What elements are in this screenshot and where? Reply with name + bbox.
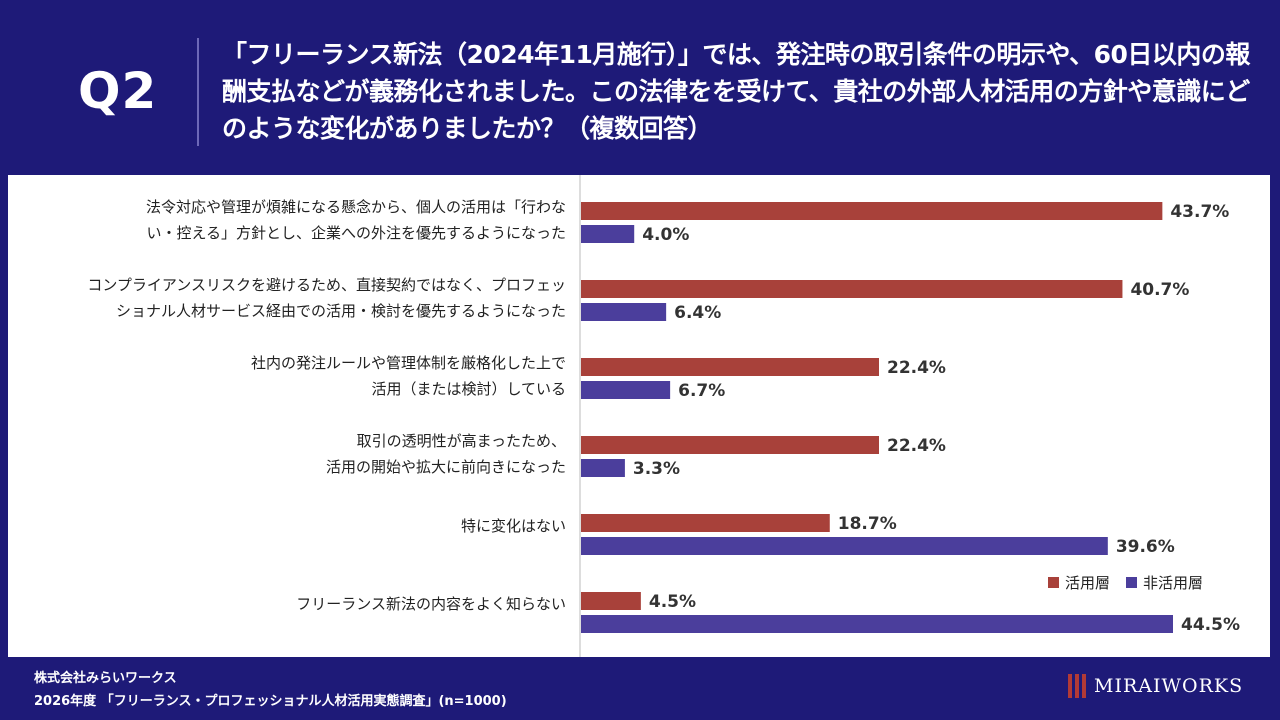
footer-company: 株式会社みらいワークス xyxy=(34,671,177,686)
data-label-series-1: 40.7% xyxy=(1130,280,1189,300)
bar-series-2 xyxy=(581,615,1173,633)
category-label: ショナル人材サービス経由での活用・検討を優先するようになった xyxy=(116,302,566,320)
data-label-series-1: 18.7% xyxy=(838,514,897,534)
bar-series-2 xyxy=(581,225,635,243)
data-label-series-1: 4.5% xyxy=(649,592,696,612)
data-label-series-1: 43.7% xyxy=(1170,202,1229,222)
legend-swatch-series-1 xyxy=(1048,577,1059,588)
category-label: 活用（または検討）している xyxy=(371,380,566,398)
question-text: 「フリーランス新法（2024年11月施行）」では、発注時の取引条件の明示や、60… xyxy=(222,40,1250,143)
data-label-series-2: 3.3% xyxy=(633,459,680,479)
category-label: 取引の透明性が高まったため、 xyxy=(357,432,566,450)
category-label: 社内の発注ルールや管理体制を厳格化した上で xyxy=(251,354,566,372)
category-label: 法令対応や管理が煩雑になる懸念から、個人の活用は「行わな xyxy=(146,198,566,216)
chart-panel: 法令対応や管理が煩雑になる懸念から、個人の活用は「行わな い・控える」方針とし、企… xyxy=(8,175,1270,657)
header-divider xyxy=(197,38,199,146)
data-label-series-2: 4.0% xyxy=(642,225,689,245)
logo-text: MIRAIWORKS xyxy=(1094,675,1244,697)
category-label: い・控える」方針とし、企業への外注を優先するようになった xyxy=(146,224,566,242)
question-number: Q2 xyxy=(78,62,158,120)
category-label: コンプライアンスリスクを避けるため、直接契約ではなく、プロフェッ xyxy=(87,276,566,294)
legend-item-series-1: 活用層 xyxy=(1048,572,1110,593)
bar-series-1 xyxy=(581,202,1163,220)
bar-series-1 xyxy=(581,436,879,454)
legend-item-series-2: 非活用層 xyxy=(1126,572,1203,593)
data-label-series-1: 22.4% xyxy=(887,358,946,378)
company-logo: MIRAIWORKS xyxy=(1068,674,1243,698)
bar-series-1 xyxy=(581,358,879,376)
data-label-series-2: 6.4% xyxy=(674,303,721,323)
category-label: フリーランス新法の内容をよく知らない xyxy=(296,595,566,613)
bar-series-1 xyxy=(581,514,830,532)
bar-chart: 法令対応や管理が煩雑になる懸念から、個人の活用は「行わない・控える」方針とし、企… xyxy=(87,175,1240,657)
legend-label-series-2: 非活用層 xyxy=(1143,574,1204,592)
data-label-series-2: 39.6% xyxy=(1116,537,1175,557)
bar-series-1 xyxy=(581,592,641,610)
bar-series-1 xyxy=(581,280,1123,298)
category-label: 特に変化はない xyxy=(461,517,566,535)
category-label: 活用の開始や拡大に前向きになった xyxy=(326,458,566,476)
bar-series-2 xyxy=(581,537,1108,555)
bar-series-2 xyxy=(581,303,667,321)
bar-series-2 xyxy=(581,381,671,399)
footer-survey: 2026年度 「フリーランス・プロフェッショナル人材活用実態調査」(n=1000… xyxy=(34,694,507,709)
legend-label-series-1: 活用層 xyxy=(1065,574,1111,592)
data-label-series-1: 22.4% xyxy=(887,436,946,456)
bar-series-2 xyxy=(581,459,625,477)
data-label-series-2: 44.5% xyxy=(1181,615,1240,635)
data-label-series-2: 6.7% xyxy=(678,381,725,401)
chart-legend: 活用層 非活用層 xyxy=(1048,572,1203,593)
logo-mark-icon xyxy=(1068,674,1086,698)
legend-swatch-series-2 xyxy=(1126,577,1138,588)
